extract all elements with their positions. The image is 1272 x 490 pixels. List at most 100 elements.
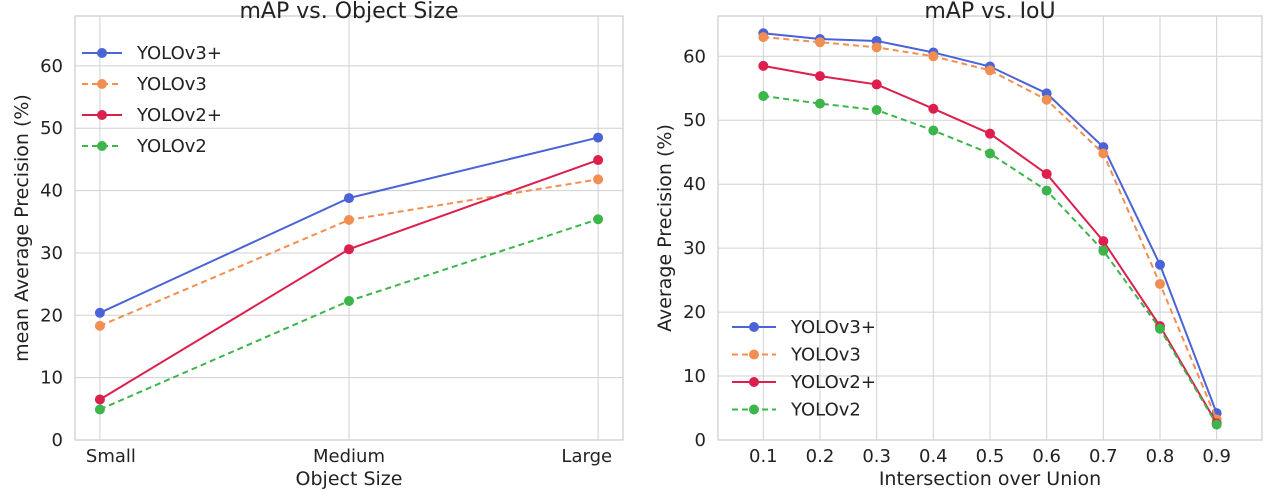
data-point bbox=[1211, 419, 1222, 430]
data-point bbox=[758, 32, 769, 43]
y-tick-label: 40 bbox=[40, 181, 63, 202]
y-tick-label: 60 bbox=[40, 56, 63, 77]
chart-title: mAP vs. IoU bbox=[924, 0, 1055, 24]
data-point bbox=[344, 193, 354, 204]
data-point bbox=[94, 320, 105, 331]
y-tick-label: 50 bbox=[683, 110, 706, 131]
data-point bbox=[1155, 323, 1165, 334]
x-tick-label: 0.1 bbox=[749, 446, 778, 467]
data-point bbox=[1098, 245, 1109, 256]
data-point bbox=[1155, 259, 1165, 270]
y-tick-label: 20 bbox=[40, 305, 63, 326]
x-tick-label: 0.5 bbox=[976, 446, 1005, 467]
x-tick-label: Small bbox=[86, 446, 136, 467]
y-tick-label: 20 bbox=[683, 302, 706, 323]
legend-label: YOLOv2 bbox=[790, 400, 861, 421]
series-yolov3 bbox=[758, 32, 1222, 425]
legend-label: YOLOv3 bbox=[136, 74, 207, 95]
data-point bbox=[593, 155, 604, 166]
data-point bbox=[1041, 94, 1052, 105]
y-tick-label: 10 bbox=[683, 366, 706, 387]
data-point bbox=[815, 37, 825, 48]
legend-label: YOLOv3 bbox=[790, 345, 861, 366]
y-tick-label: 50 bbox=[40, 118, 63, 139]
chart-2: 0 10 20 30 40 50 60 0.1 0.2 0.3 0.4 0.5 0.6 0.7 0.8 0.9… bbox=[654, 0, 1263, 490]
series-yolov2 bbox=[94, 214, 604, 415]
data-point bbox=[1155, 278, 1165, 289]
x-axis-label: Object Size bbox=[296, 468, 403, 490]
y-tick-label: 0 bbox=[52, 430, 63, 451]
series-yolov3- bbox=[94, 132, 604, 318]
data-point bbox=[985, 65, 995, 76]
x-tick-label: 0.2 bbox=[806, 446, 835, 467]
data-point bbox=[985, 128, 995, 139]
plot-frame bbox=[74, 15, 624, 441]
legend-label: YOLOv3+ bbox=[790, 317, 876, 338]
legend-marker bbox=[97, 141, 107, 151]
x-tick-label: 0.6 bbox=[1032, 446, 1061, 467]
data-point bbox=[94, 394, 105, 405]
x-tick-label: 0.7 bbox=[1089, 446, 1118, 467]
data-point bbox=[94, 404, 105, 415]
data-point bbox=[758, 60, 769, 71]
data-point bbox=[985, 148, 995, 159]
data-point bbox=[928, 125, 939, 136]
data-point bbox=[1041, 168, 1052, 179]
data-point bbox=[758, 90, 769, 101]
series-yolov2- bbox=[94, 155, 604, 405]
data-point bbox=[871, 42, 882, 53]
legend-label: YOLOv2 bbox=[136, 136, 207, 157]
x-tick-label: 0.9 bbox=[1202, 446, 1231, 467]
data-point bbox=[344, 214, 354, 225]
data-point bbox=[815, 71, 825, 82]
data-point bbox=[871, 79, 882, 90]
y-tick-label: 30 bbox=[683, 238, 706, 259]
y-tick-label: 10 bbox=[40, 368, 63, 389]
data-point bbox=[593, 214, 604, 225]
legend-label: YOLOv3+ bbox=[136, 43, 222, 64]
legend-label: YOLOv2+ bbox=[790, 372, 876, 393]
data-point bbox=[1041, 185, 1052, 196]
chart-1: 0 10 20 30 40 50 60 Small Medium Large Object Size… bbox=[11, 0, 624, 490]
legend-marker bbox=[749, 377, 759, 387]
x-axis-label: Intersection over Union bbox=[879, 468, 1101, 490]
series-yolov3 bbox=[94, 174, 604, 331]
legend: YOLOv3+ YOLOv3 YOLOv2+ YOLOv2 bbox=[732, 317, 876, 421]
data-point bbox=[871, 105, 882, 116]
x-tick-label: 0.4 bbox=[919, 446, 948, 467]
legend-marker bbox=[97, 79, 107, 89]
y-tick-label: 60 bbox=[683, 46, 706, 67]
data-point bbox=[928, 51, 939, 62]
x-tick-label: 0.8 bbox=[1146, 446, 1175, 467]
data-point bbox=[815, 98, 825, 109]
x-tick-label: Medium bbox=[313, 446, 385, 467]
chart-title: mAP vs. Object Size bbox=[239, 0, 458, 24]
y-tick-label: 30 bbox=[40, 243, 63, 264]
data-point bbox=[1098, 236, 1109, 247]
data-point bbox=[928, 103, 939, 114]
data-point bbox=[344, 295, 354, 306]
legend-marker bbox=[749, 404, 759, 415]
data-point bbox=[1098, 148, 1109, 159]
legend-label: YOLOv2+ bbox=[136, 105, 222, 126]
legend: YOLOv3+ YOLOv3 YOLOv2+ YOLOv2 bbox=[82, 43, 222, 157]
y-tick-label: 40 bbox=[683, 174, 706, 195]
legend-marker bbox=[749, 349, 759, 360]
y-axis-label: mean Average Precision (%) bbox=[11, 94, 33, 362]
x-tick-label: 0.3 bbox=[862, 446, 891, 467]
x-tick-label: Large bbox=[561, 446, 612, 467]
y-axis-label: Average Precision (%) bbox=[654, 124, 676, 332]
series-yolov2 bbox=[758, 90, 1222, 430]
gridlines bbox=[75, 16, 623, 441]
data-point bbox=[94, 307, 105, 318]
plot-frame bbox=[717, 15, 1263, 441]
y-tick-label: 0 bbox=[695, 430, 706, 451]
series-line bbox=[763, 36, 1218, 420]
legend-marker bbox=[749, 322, 759, 332]
data-point bbox=[593, 174, 604, 185]
legend-marker bbox=[97, 48, 107, 58]
data-point bbox=[593, 132, 604, 143]
legend-marker bbox=[97, 110, 107, 120]
data-point bbox=[344, 244, 354, 255]
